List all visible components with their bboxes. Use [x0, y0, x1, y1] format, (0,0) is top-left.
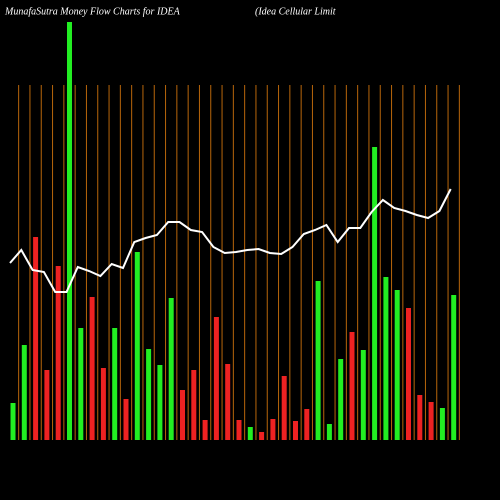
bar — [315, 281, 321, 440]
bar — [134, 252, 140, 440]
bar — [55, 266, 61, 440]
bar — [213, 317, 219, 440]
money-flow-line — [9, 188, 452, 293]
bar — [406, 308, 411, 440]
bar — [191, 370, 197, 440]
bar — [372, 147, 378, 440]
bar — [67, 22, 72, 440]
bar — [259, 432, 265, 440]
bar — [33, 237, 39, 440]
bar — [202, 420, 208, 440]
bar — [428, 402, 434, 440]
bar — [338, 359, 344, 440]
bar — [180, 390, 185, 440]
bar — [293, 421, 298, 440]
bar — [44, 370, 50, 440]
bar — [168, 298, 174, 440]
bar — [236, 420, 242, 440]
bar — [123, 399, 129, 440]
bar — [100, 368, 106, 440]
bar — [225, 364, 231, 440]
chart-subtitle: (Idea Cellular Limit — [255, 6, 336, 17]
bar — [21, 345, 27, 440]
chart-title: MunafaSutra Money Flow Charts for IDEA — [4, 6, 181, 17]
bar — [394, 290, 400, 440]
bar — [281, 376, 287, 440]
bar — [112, 328, 118, 440]
bar — [451, 295, 457, 440]
bar — [78, 328, 84, 440]
bar — [270, 419, 276, 440]
bar — [417, 395, 423, 440]
bar — [10, 403, 16, 440]
bar — [247, 427, 253, 440]
bar — [304, 409, 310, 440]
bar — [349, 332, 355, 440]
bar — [89, 297, 95, 440]
bar — [326, 424, 332, 440]
bar — [157, 365, 163, 440]
bar — [360, 350, 366, 440]
bar — [146, 349, 152, 440]
bar — [439, 408, 445, 440]
bar — [383, 277, 389, 440]
